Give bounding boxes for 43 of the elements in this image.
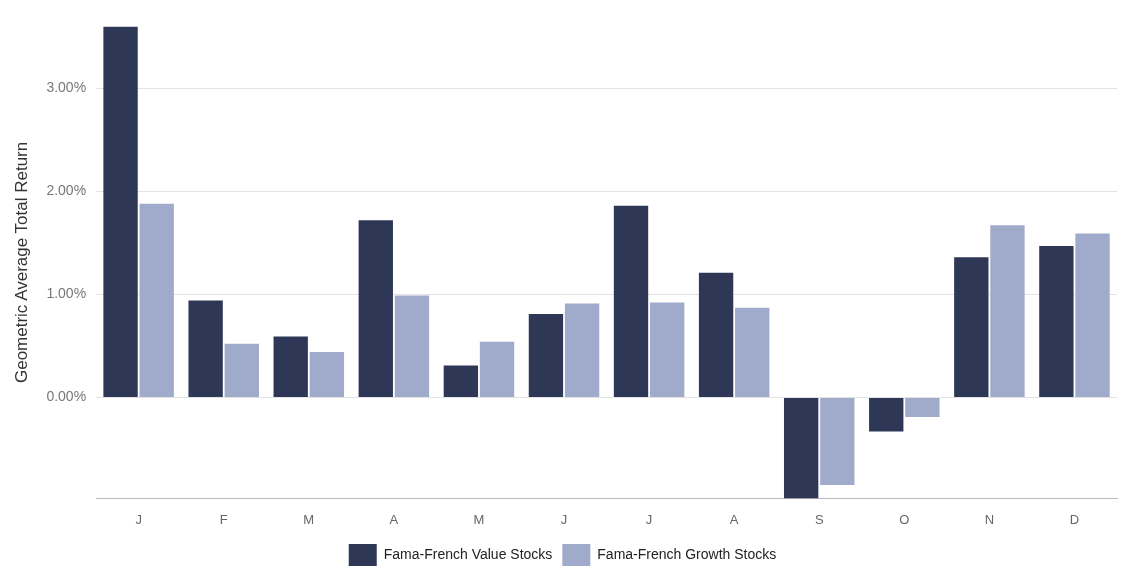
bar: [649, 302, 685, 397]
bar: [905, 397, 940, 417]
x-tick-label: O: [899, 511, 910, 527]
bar: [564, 303, 600, 397]
bar: [188, 300, 223, 397]
bar: [1039, 245, 1074, 397]
bar: [358, 220, 393, 397]
x-tick-label: J: [645, 511, 653, 527]
legend-label: Fama-French Growth Stocks: [597, 545, 777, 562]
x-tick-label: D: [1069, 511, 1080, 527]
bar: [990, 225, 1025, 397]
x-tick-label: A: [389, 511, 399, 527]
bar: [783, 397, 819, 499]
x-tick-label: J: [560, 511, 568, 527]
bar: [735, 307, 770, 397]
bar: [698, 272, 734, 397]
y-tick-label: 2.00%: [46, 182, 87, 199]
x-tick-label: A: [729, 511, 739, 527]
y-axis-title: Geometric Average Total Return: [11, 141, 31, 384]
bar: [443, 365, 479, 397]
bar: [869, 397, 904, 432]
y-tick-label: 1.00%: [46, 285, 87, 302]
bar: [224, 343, 259, 397]
x-tick-label: M: [473, 511, 485, 527]
x-tick-label: J: [135, 511, 142, 527]
bar: [139, 203, 174, 397]
x-tick-label: M: [303, 511, 315, 527]
bar: [479, 341, 515, 397]
bar: [1075, 233, 1110, 397]
bar: [528, 313, 564, 397]
bar: [394, 295, 430, 397]
bar: [103, 26, 138, 397]
bar: [309, 352, 345, 397]
bar: [820, 397, 855, 485]
y-tick-label: 0.00%: [46, 388, 87, 405]
y-tick-label: 3.00%: [46, 79, 87, 96]
bar: [954, 257, 989, 397]
bar: [613, 205, 649, 397]
legend-label: Fama-French Value Stocks: [383, 545, 553, 562]
x-tick-label: F: [219, 511, 228, 527]
bar: [273, 336, 308, 397]
x-tick-label: S: [814, 511, 824, 527]
x-tick-label: N: [984, 511, 995, 527]
